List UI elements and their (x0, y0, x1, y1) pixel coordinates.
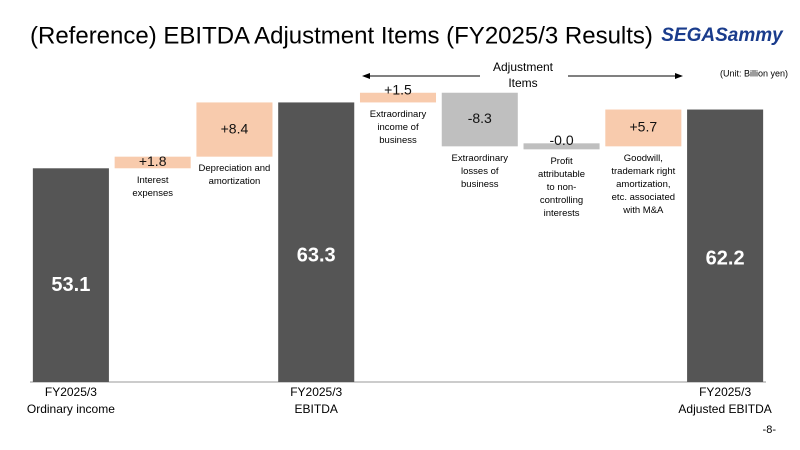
bar (114, 156, 191, 169)
arrow-head (675, 73, 683, 79)
x-tick-label: FY2025/3 (290, 385, 342, 399)
item-description: controlling (540, 195, 583, 206)
item-description: etc. associated (612, 192, 675, 203)
x-tick-label: Adjusted EBITDA (678, 402, 771, 416)
logo: SEGASammy (661, 25, 784, 46)
item-description: business (379, 135, 417, 146)
x-tick-label: EBITDA (295, 402, 338, 416)
bar (196, 102, 273, 157)
bar (523, 143, 600, 150)
item-description: Goodwill, (624, 153, 663, 164)
item-description: Depreciation and (199, 163, 271, 174)
bracket-label: Adjustment (493, 60, 554, 74)
bar (441, 92, 518, 147)
value-label: 53.1 (51, 274, 90, 296)
arrow-head (362, 73, 370, 79)
x-tick-label: Ordinary income (27, 402, 115, 416)
bracket-label: Items (508, 76, 537, 90)
item-description: interests (544, 208, 580, 219)
value-label: 62.2 (706, 248, 745, 270)
bar (32, 168, 109, 382)
item-description: expenses (132, 188, 173, 199)
item-description: losses of (461, 166, 499, 177)
bar (605, 109, 682, 147)
value-label: +8.4 (221, 120, 249, 136)
bar (687, 109, 764, 382)
value-label: 63.3 (297, 244, 336, 266)
x-tick-label: FY2025/3 (699, 385, 751, 399)
bar (359, 92, 437, 103)
item-description: trademark right (611, 166, 675, 177)
unit-label: (Unit: Billion yen) (720, 68, 788, 78)
item-description: income of (377, 122, 419, 133)
item-description: Extraordinary (452, 153, 509, 164)
item-description: business (461, 179, 499, 190)
item-description: with M&A (622, 205, 664, 216)
item-description: amortization, (616, 179, 670, 190)
item-description: attributable (538, 169, 585, 180)
value-label: +1.5 (384, 81, 412, 97)
item-description: amortization (209, 176, 261, 187)
item-description: to non- (547, 182, 577, 193)
item-description: Interest (137, 175, 169, 186)
value-label: +5.7 (630, 119, 658, 135)
value-label: -0.0 (549, 132, 573, 148)
item-description: Profit (550, 156, 573, 167)
slide-title: (Reference) EBITDA Adjustment Items (FY2… (30, 22, 653, 49)
value-label: -8.3 (468, 110, 492, 126)
value-label: +1.8 (139, 153, 167, 169)
page-number: -8- (763, 424, 777, 436)
item-description: Extraordinary (370, 109, 427, 120)
x-tick-label: FY2025/3 (45, 385, 97, 399)
bar (278, 102, 355, 382)
